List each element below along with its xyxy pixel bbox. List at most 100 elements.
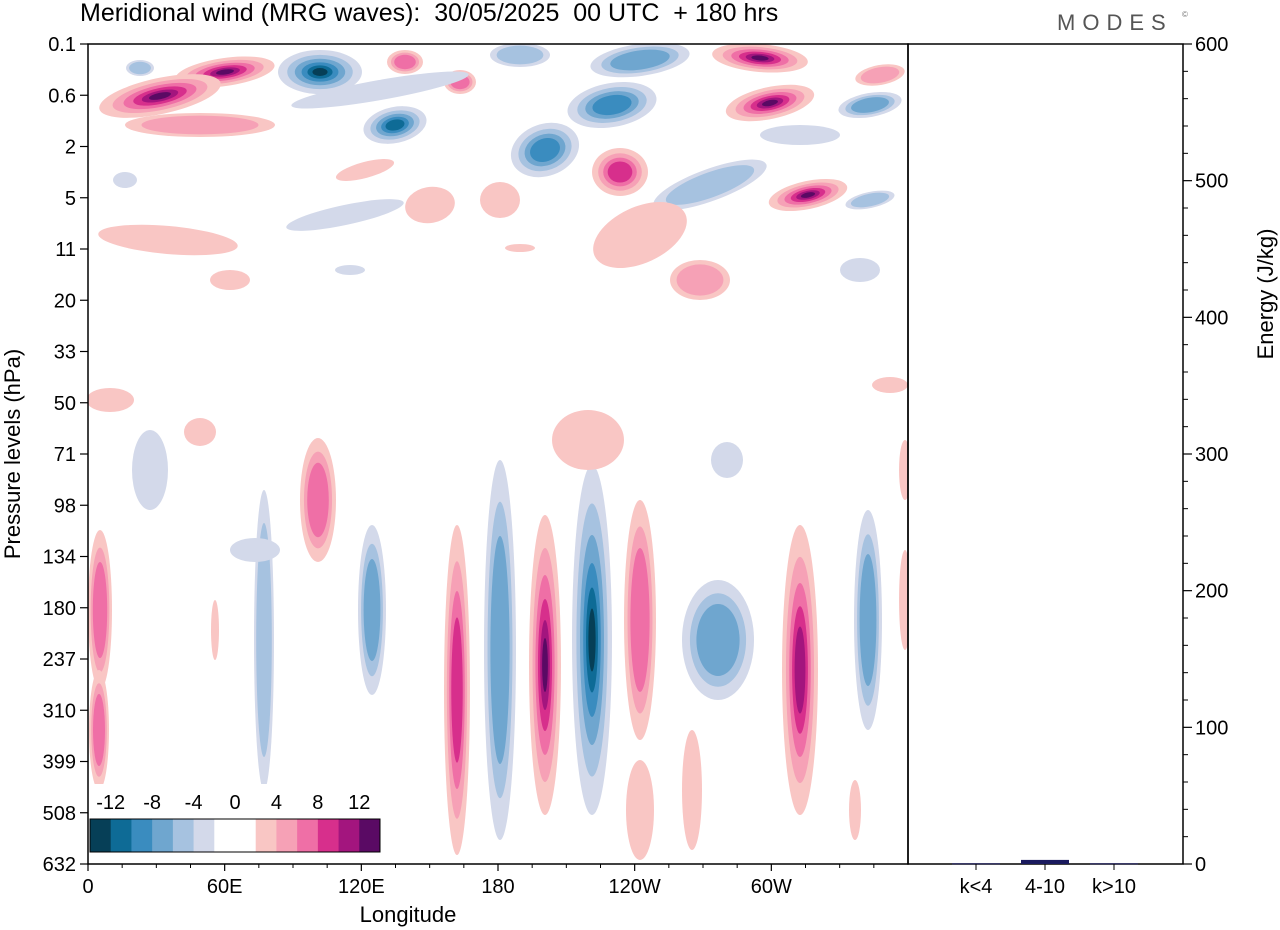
- contour-blob-34-level-0: [291, 71, 469, 109]
- energy-bar: [952, 863, 1000, 865]
- y-tick-label: 11: [55, 239, 76, 261]
- x-tick-label: 120E: [338, 876, 385, 898]
- energy-category-label: k<4: [960, 876, 993, 898]
- colorbar-swatch: [193, 819, 215, 852]
- y-tick-label: 632: [43, 854, 76, 876]
- wind-contour-field: [88, 44, 908, 860]
- contour-blob-23-level-0: [899, 440, 908, 500]
- y-tick-label: 20: [54, 290, 76, 312]
- colorbar: -12 -8 -4 0 4 8 12: [87, 784, 383, 860]
- modes-logo: MODES: [1057, 10, 1173, 35]
- energy-tick-label: 300: [1195, 444, 1228, 466]
- contour-blob-24-level-0: [230, 538, 280, 562]
- y-tick-label: 508: [43, 803, 76, 825]
- energy-tick-label: 0: [1195, 854, 1206, 876]
- y-tick-label: 2: [65, 137, 76, 159]
- contour-blob-47-level-5: [800, 192, 816, 198]
- contour-blob-50-level-1: [850, 192, 890, 208]
- contour-blob-42-level-2: [610, 49, 670, 71]
- y-tick-label: 134: [43, 547, 76, 569]
- contour-blob-2-level-3: [451, 617, 463, 763]
- energy-bar: [1090, 863, 1138, 865]
- contour-blob-56-level-0: [505, 244, 535, 252]
- colorbar-label: 8: [312, 792, 323, 814]
- y-tick-label: 237: [43, 649, 76, 671]
- energy-bar: [1021, 859, 1069, 864]
- contour-blob-44-level-3: [607, 161, 633, 183]
- chart-title: Meridional wind (MRG waves): 30/05/2025 …: [80, 0, 779, 27]
- contour-blob-8-level-2: [363, 559, 381, 661]
- contour-blob-22-level-0: [872, 377, 908, 393]
- colorbar-swatch: [317, 819, 340, 852]
- y-tick-label: 0.1: [48, 34, 76, 56]
- colorbar-swatch: [235, 819, 257, 852]
- contour-blob-5-level-2: [859, 554, 877, 686]
- contour-blob-52-level-0: [593, 201, 687, 269]
- contour-blob-49-level-2: [851, 97, 889, 113]
- colorbar-label: -4: [185, 792, 203, 814]
- colorbar-swatch: [90, 819, 112, 852]
- contour-blob-11-level-2: [92, 562, 108, 658]
- y-tick-label: 71: [54, 444, 76, 466]
- colorbar-swatch: [297, 819, 319, 852]
- energy-tick-label: 200: [1195, 581, 1228, 603]
- contour-blob-40-level-3: [530, 138, 560, 162]
- colorbar-swatch: [359, 819, 381, 852]
- colorbar-label: -12: [96, 792, 125, 814]
- x-tick-label: 60W: [751, 876, 792, 898]
- contour-blob-48-level-1: [665, 165, 755, 205]
- contour-blob-13-level-0: [132, 430, 168, 510]
- energy-tick-label: 600: [1195, 34, 1228, 56]
- y-tick-label: 98: [54, 495, 76, 517]
- contour-blob-36-level-0: [405, 186, 455, 224]
- contour-blob-20-level-0: [682, 730, 702, 850]
- y-tick-label: 180: [43, 598, 76, 620]
- y-tick-label: 33: [54, 342, 76, 364]
- x-axis-title: Longitude: [360, 902, 457, 927]
- colorbar-swatch: [110, 819, 132, 852]
- contour-blob-41-level-3: [592, 94, 632, 116]
- contour-blob-59-level-0: [113, 172, 137, 188]
- contour-blob-45-level-5: [751, 55, 769, 61]
- contour-blob-26-level-5: [312, 68, 328, 76]
- contour-blob-30-level-1: [129, 61, 151, 75]
- contour-blob-35-level-0: [286, 199, 404, 231]
- x-tick-label: 120W: [609, 876, 661, 898]
- y-tick-label: 399: [43, 752, 76, 774]
- energy-frame: [907, 43, 1184, 865]
- axes: 0.1 0.6 2 5 11 20 33 50 71 98 134 180 237 310 399 508 63…: [0, 34, 909, 927]
- x-tick-label: 180: [481, 876, 514, 898]
- contour-blob-46-level-5: [762, 99, 778, 107]
- contour-blob-55-level-0: [760, 125, 840, 145]
- contour-blob-43-level-1: [496, 45, 544, 65]
- contour-blob-37-level-0: [98, 224, 238, 256]
- contour-blob-0-level-5: [542, 638, 548, 692]
- contour-blob-32-level-2: [394, 54, 416, 70]
- contour-blob-31-level-4: [385, 119, 405, 131]
- contour-blob-18-level-0: [211, 600, 219, 660]
- contour-blob-12-level-2: [93, 694, 105, 766]
- contour-blob-27-level-5: [216, 69, 234, 75]
- y-tick-label: 50: [54, 393, 76, 415]
- energy-category-label: k>10: [1092, 876, 1136, 898]
- contour-blob-51-level-1: [676, 264, 724, 296]
- colorbar-swatch: [255, 819, 277, 852]
- contour-blob-10-level-1: [256, 523, 272, 757]
- colorbar-swatch: [214, 819, 236, 852]
- x-tick-label: 0: [82, 876, 93, 898]
- contour-blob-17-level-0: [711, 442, 743, 478]
- energy-bar-panel: 0 100 200 300 400 500 600 k<4 4-10 k>10 Energy (J/…: [907, 34, 1278, 898]
- contour-blob-39-level-0: [335, 159, 395, 181]
- colorbar-swatch: [338, 819, 360, 852]
- energy-tick-label: 500: [1195, 171, 1228, 193]
- contour-blob-16-level-0: [552, 410, 624, 470]
- contour-blob-57-level-0: [335, 265, 365, 275]
- colorbar-swatch: [152, 819, 174, 852]
- energy-tick-label: 400: [1195, 307, 1228, 329]
- contour-blob-21-level-0: [626, 760, 654, 860]
- contour-blob-4-level-4: [794, 626, 806, 714]
- y-tick-label: 310: [43, 700, 76, 722]
- contour-blob-9-level-2: [307, 462, 329, 538]
- contour-blob-3-level-2: [490, 536, 510, 764]
- energy-category-label: 4-10: [1025, 876, 1065, 898]
